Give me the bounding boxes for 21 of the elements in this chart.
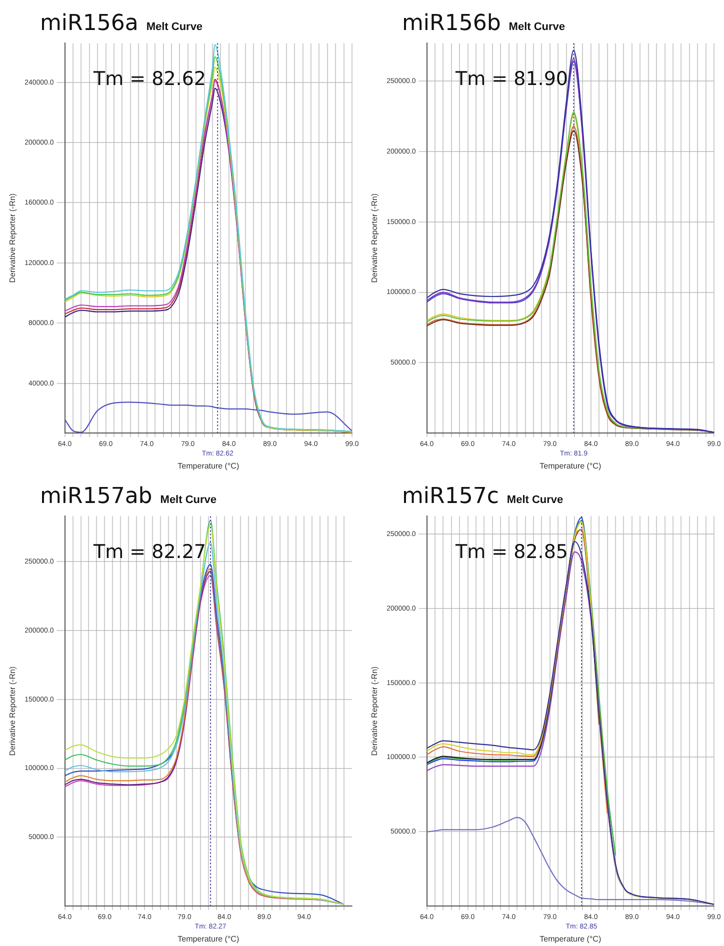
chart-title: miR156b (402, 11, 501, 36)
chart-subtitle: Melt Curve (160, 494, 217, 508)
line-series (426, 529, 600, 764)
chart-subtitle: Melt Curve (146, 21, 203, 35)
x-axis-title: Temperature (°C) (178, 461, 240, 470)
x-axis-title: Temperature (°C) (178, 934, 240, 944)
y-axis-title: Derivative Reporter (-Rn) (370, 666, 380, 756)
annotation: Tm = 82.27 (92, 540, 206, 563)
y-axis-title: Derivative Reporter (-Rn) (8, 193, 18, 283)
chart-subtitle: Melt Curve (506, 494, 564, 508)
annotation: Tm = 82.85 (454, 540, 568, 563)
y-axis-title: Derivative Reporter (-Rn) (8, 666, 18, 756)
annotation: Tm = 81.90 (454, 68, 568, 90)
x-axis-title: Temperature (°C) (540, 461, 602, 470)
chart-title: miR157ab (40, 484, 152, 509)
x-axis-title: Temperature (°C) (540, 934, 602, 944)
annotation: Tm = 82.62 (92, 68, 206, 90)
chart-subtitle: Melt Curve (508, 21, 566, 35)
chart-title: miR157c (402, 484, 499, 509)
y-axis-title: Derivative Reporter (-Rn) (370, 193, 380, 283)
chart-title: miR156a (40, 11, 138, 36)
